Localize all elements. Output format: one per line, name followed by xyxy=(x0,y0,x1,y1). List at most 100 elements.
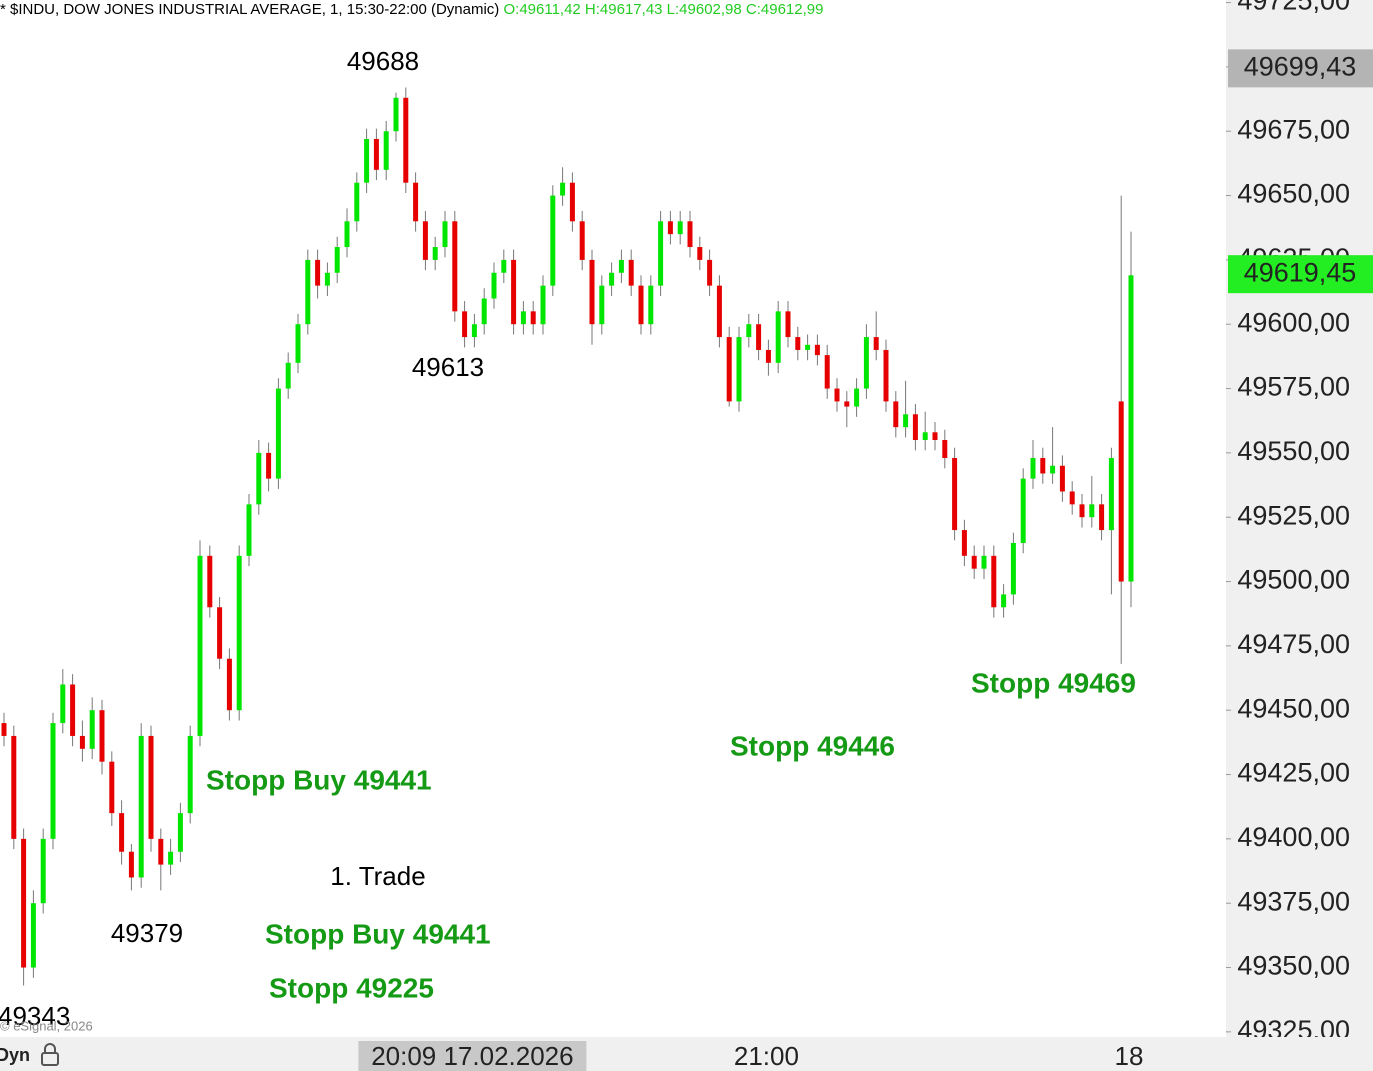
candle-body xyxy=(922,432,928,441)
candle-body xyxy=(854,388,860,407)
ohlc-readout: O:49611,42 H:49617,43 L:49602,98 C:49612… xyxy=(503,1,823,18)
candle-body xyxy=(520,311,526,325)
candle-body xyxy=(21,838,27,968)
candle-body xyxy=(599,285,605,325)
candle-body xyxy=(226,658,232,711)
candle-body xyxy=(912,414,918,441)
candle-body xyxy=(1040,458,1046,474)
candle-body xyxy=(422,221,428,260)
candle-body xyxy=(863,337,869,389)
candle-body xyxy=(775,311,781,363)
candle-body xyxy=(119,813,125,852)
candle-body xyxy=(609,272,615,286)
y-tick-label: 49575,00 xyxy=(1237,372,1350,402)
x-axis: 20:09 17.02.2026 21:00 18 xyxy=(358,1041,1143,1071)
candle-body xyxy=(1010,542,1016,595)
candle-body xyxy=(903,414,909,428)
candle-body xyxy=(275,388,281,479)
annotation: Stopp Buy 49441 xyxy=(265,918,491,949)
y-tick-label: 49350,00 xyxy=(1237,951,1350,981)
candle-body xyxy=(334,247,340,273)
candle-body xyxy=(99,710,105,762)
candle-body xyxy=(530,311,536,325)
candle-body xyxy=(893,401,899,428)
candle-body xyxy=(756,324,762,350)
candle-body xyxy=(148,735,154,839)
annotation: Stopp Buy 49441 xyxy=(206,764,432,795)
candle-body xyxy=(315,259,321,286)
candle-body xyxy=(1089,504,1095,518)
candle-body xyxy=(961,530,967,556)
candle-body xyxy=(403,97,409,183)
candle-body xyxy=(60,684,66,724)
y-tick-label: 49325,00 xyxy=(1237,1015,1350,1045)
candle-body xyxy=(462,311,468,338)
candle-body xyxy=(511,259,517,325)
candle-body xyxy=(138,735,144,878)
candle-body xyxy=(501,259,507,273)
y-tick-label: 49450,00 xyxy=(1237,693,1350,723)
candle-body xyxy=(393,97,399,132)
candle-body xyxy=(295,324,301,363)
candle-body xyxy=(128,851,134,878)
candle-body xyxy=(638,285,644,325)
candle-body xyxy=(550,195,556,286)
y-tick-label: 49500,00 xyxy=(1237,565,1350,595)
y-tick-label: 49425,00 xyxy=(1237,758,1350,788)
candle-body xyxy=(1069,491,1075,505)
candle-body xyxy=(618,259,624,273)
candle-body xyxy=(158,838,164,865)
candle-body xyxy=(432,247,438,260)
candle-body xyxy=(246,504,252,556)
candle-body xyxy=(1128,275,1134,582)
price-marker-label: 49619,45 xyxy=(1244,257,1357,287)
candle-body xyxy=(687,221,693,248)
y-tick-label: 49650,00 xyxy=(1237,179,1350,209)
candle-body xyxy=(991,555,997,608)
candle-body xyxy=(1030,458,1036,479)
annotation: 49343 xyxy=(0,1001,70,1031)
candle-body xyxy=(697,247,703,260)
annotation: 49613 xyxy=(412,352,484,382)
chart-title: * $INDU, DOW JONES INDUSTRIAL AVERAGE, 1… xyxy=(0,1,499,18)
y-tick-label: 49675,00 xyxy=(1237,114,1350,144)
candle-body xyxy=(1099,504,1105,531)
annotation: Stopp 49225 xyxy=(269,972,434,1003)
price-marker xyxy=(1228,49,1373,88)
candle-body xyxy=(658,221,664,286)
x-tick-label: 18 xyxy=(1115,1041,1144,1071)
lock-icon[interactable] xyxy=(41,1043,59,1066)
candle-body xyxy=(491,272,497,299)
y-tick-label: 49525,00 xyxy=(1237,500,1350,530)
candle-body xyxy=(364,138,370,183)
annotation: Stopp 49469 xyxy=(971,667,1136,698)
candle-body xyxy=(50,723,56,839)
candle-body xyxy=(1079,504,1085,518)
y-axis: 49325,00 49350,00 49375,00 49400,00 49425,00… xyxy=(1226,0,1350,1045)
x-tick-label: 21:00 xyxy=(734,1041,799,1071)
candle-body xyxy=(883,349,889,402)
candle-body xyxy=(413,182,419,222)
candle-body xyxy=(560,182,566,196)
candle-body xyxy=(834,388,840,402)
candle-body xyxy=(452,221,458,312)
candle-body xyxy=(30,903,36,968)
candle-body xyxy=(873,337,879,350)
annotation: 49379 xyxy=(111,918,183,948)
candle-body xyxy=(256,452,262,505)
candle-body xyxy=(383,131,389,170)
candle-body xyxy=(785,311,791,338)
candle-body xyxy=(217,607,223,659)
candle-body xyxy=(1059,465,1065,492)
annotation: 49688 xyxy=(347,46,419,76)
candle-body xyxy=(373,138,379,170)
price-marker-label: 49699,43 xyxy=(1244,51,1357,81)
candle-body xyxy=(589,259,595,325)
y-tick-label: 49725,00 xyxy=(1237,0,1350,16)
candle-body xyxy=(540,285,546,325)
footer-label[interactable]: Dyn xyxy=(0,1045,30,1065)
candle-body xyxy=(187,735,193,814)
candle-body xyxy=(197,555,203,736)
